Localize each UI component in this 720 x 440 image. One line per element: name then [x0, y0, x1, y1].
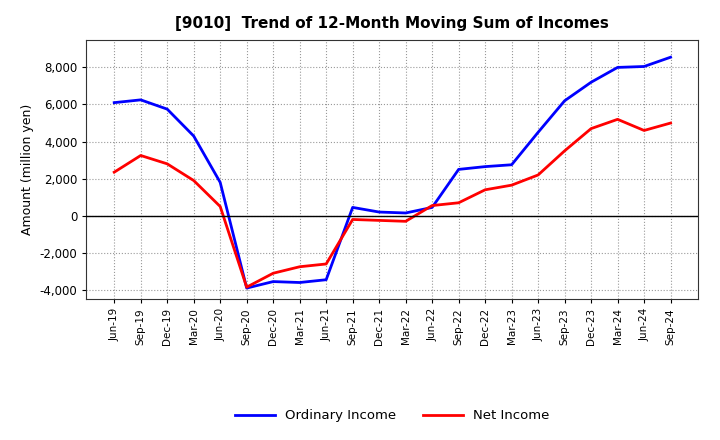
Ordinary Income: [534, 130, 542, 135]
Ordinary Income: [508, 162, 516, 167]
Ordinary Income: [560, 98, 569, 103]
Ordinary Income: [640, 64, 649, 69]
Net Income: [640, 128, 649, 133]
Ordinary Income: [613, 65, 622, 70]
Net Income: [587, 126, 595, 131]
Net Income: [613, 117, 622, 122]
Ordinary Income: [243, 286, 251, 291]
Ordinary Income: [322, 277, 330, 282]
Ordinary Income: [428, 205, 436, 210]
Ordinary Income: [454, 167, 463, 172]
Ordinary Income: [110, 100, 119, 105]
Net Income: [295, 264, 304, 269]
Net Income: [534, 172, 542, 178]
Ordinary Income: [666, 55, 675, 60]
Net Income: [216, 204, 225, 209]
Ordinary Income: [295, 280, 304, 285]
Line: Net Income: Net Income: [114, 119, 670, 287]
Title: [9010]  Trend of 12-Month Moving Sum of Incomes: [9010] Trend of 12-Month Moving Sum of I…: [176, 16, 609, 32]
Net Income: [189, 178, 198, 183]
Net Income: [136, 153, 145, 158]
Ordinary Income: [189, 133, 198, 139]
Ordinary Income: [587, 80, 595, 85]
Net Income: [243, 285, 251, 290]
Net Income: [508, 183, 516, 188]
Ordinary Income: [216, 180, 225, 185]
Net Income: [454, 200, 463, 205]
Ordinary Income: [481, 164, 490, 169]
Net Income: [560, 148, 569, 154]
Legend: Ordinary Income, Net Income: Ordinary Income, Net Income: [230, 404, 555, 428]
Ordinary Income: [375, 209, 384, 215]
Ordinary Income: [269, 279, 277, 284]
Ordinary Income: [163, 106, 171, 112]
Y-axis label: Amount (million yen): Amount (million yen): [21, 104, 34, 235]
Net Income: [322, 261, 330, 267]
Ordinary Income: [348, 205, 357, 210]
Net Income: [163, 161, 171, 166]
Net Income: [481, 187, 490, 192]
Net Income: [348, 217, 357, 222]
Net Income: [666, 121, 675, 126]
Line: Ordinary Income: Ordinary Income: [114, 57, 670, 288]
Net Income: [269, 271, 277, 276]
Net Income: [110, 169, 119, 175]
Ordinary Income: [136, 97, 145, 103]
Net Income: [375, 218, 384, 223]
Ordinary Income: [401, 210, 410, 216]
Net Income: [401, 219, 410, 224]
Net Income: [428, 203, 436, 208]
